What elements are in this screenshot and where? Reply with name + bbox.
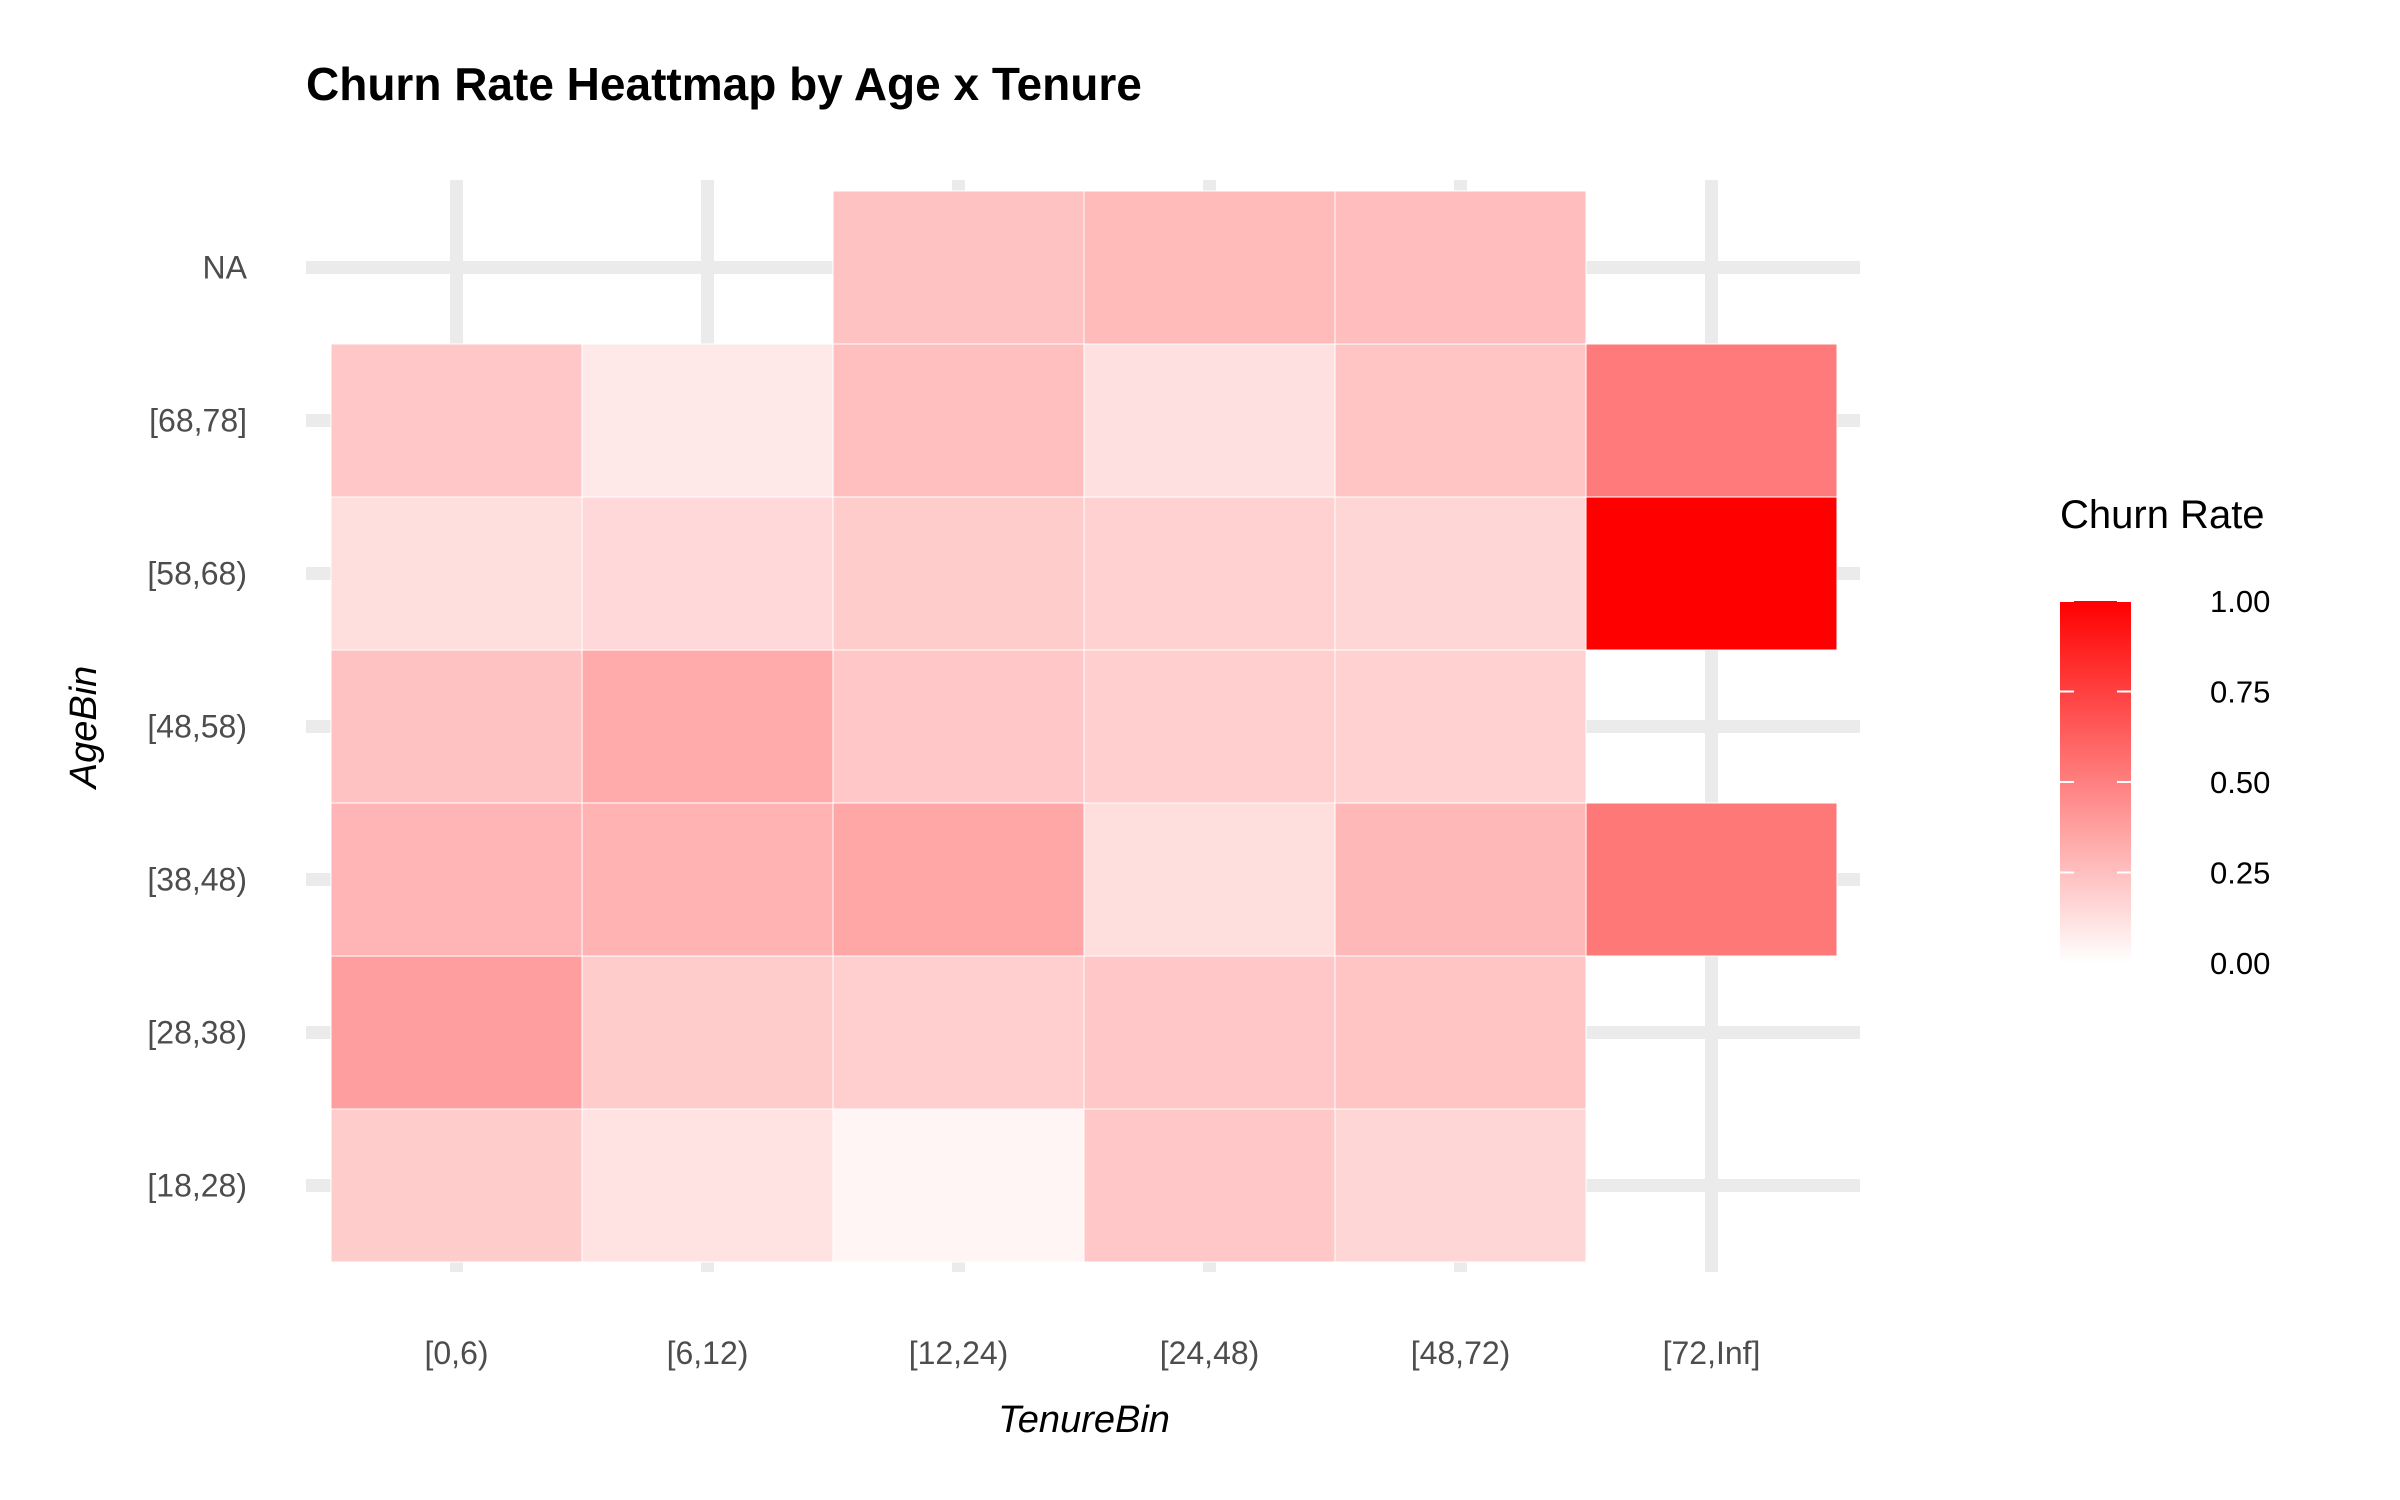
heatmap-cell [1083,802,1336,957]
x-tick-label: [72,Inf] [1663,1335,1761,1371]
heatmap-cell [581,955,834,1110]
heatmap-cell [1334,955,1587,1110]
heatmap-cell [1083,190,1336,345]
heatmap-cell [1334,343,1587,498]
heatmap-cell [581,1108,834,1263]
y-tick-label: [68,78] [149,403,247,439]
heatmap-cell [330,496,583,651]
heatmap-cell [832,190,1085,345]
heatmap-cell [330,1108,583,1263]
x-tick-label: [48,72) [1411,1335,1511,1371]
heatmap-cell [581,649,834,804]
heatmap-cell [832,496,1085,651]
heatmap-cell [1334,649,1587,804]
y-axis-ticks: [18,28) [28,38) [38,48) [48,58) [58,68) [68,7… [147,250,247,1204]
heatmap-cell [832,649,1085,804]
heatmap-cell [832,802,1085,957]
heatmap-cell [832,955,1085,1110]
heatmap-cell [581,496,834,651]
x-axis-ticks: [0,6) [6,12) [12,24) [24,48) [48,72) [72,Inf] [424,1335,1760,1371]
y-axis-title: AgeBin [63,666,105,791]
y-tick-label: [48,58) [147,709,247,745]
legend-break-label: 1.00 [2210,584,2270,619]
x-tick-label: [0,6) [424,1335,488,1371]
heatmap-cell [1585,496,1838,651]
x-axis-title: TenureBin [998,1399,1170,1441]
heatmap-cell [1083,955,1336,1110]
x-tick-label: [24,48) [1160,1335,1260,1371]
heatmap-cell [1334,1108,1587,1263]
heatmap-cell [330,343,583,498]
heatmap-cell [330,649,583,804]
heatmap-cell [330,802,583,957]
x-tick-label: [6,12) [667,1335,749,1371]
y-tick-label: [18,28) [147,1168,247,1204]
heatmap-cell [1334,496,1587,651]
chart-title: Churn Rate Heattmap by Age x Tenure [306,58,1142,110]
heatmap-cell [1083,649,1336,804]
heatmap-cell [832,343,1085,498]
heatmap-cell [1083,1108,1336,1263]
legend-title: Churn Rate [2060,493,2265,537]
heatmap-tiles [330,190,1838,1263]
heatmap-cell [1585,343,1838,498]
heatmap-cell [581,343,834,498]
y-tick-label: [28,38) [147,1015,247,1051]
legend-break-label: 0.25 [2210,856,2270,891]
y-tick-label: NA [203,250,248,286]
y-tick-label: [58,68) [147,556,247,592]
legend: Churn Rate 0.00 0.25 0.50 0.75 1.00 [2060,493,2270,981]
heatmap-cell [832,1108,1085,1263]
heatmap-cell [1334,802,1587,957]
y-tick-label: [38,48) [147,862,247,898]
heatmap-cell [1585,802,1838,957]
heatmap-cell [1083,496,1336,651]
legend-break-label: 0.50 [2210,765,2270,800]
heatmap-cell [581,802,834,957]
legend-break-label: 0.00 [2210,946,2270,981]
heatmap-cell [1334,190,1587,345]
heatmap-cell [1083,343,1336,498]
legend-break-label: 0.75 [2210,675,2270,710]
x-tick-label: [12,24) [909,1335,1009,1371]
heatmap-cell [330,955,583,1110]
